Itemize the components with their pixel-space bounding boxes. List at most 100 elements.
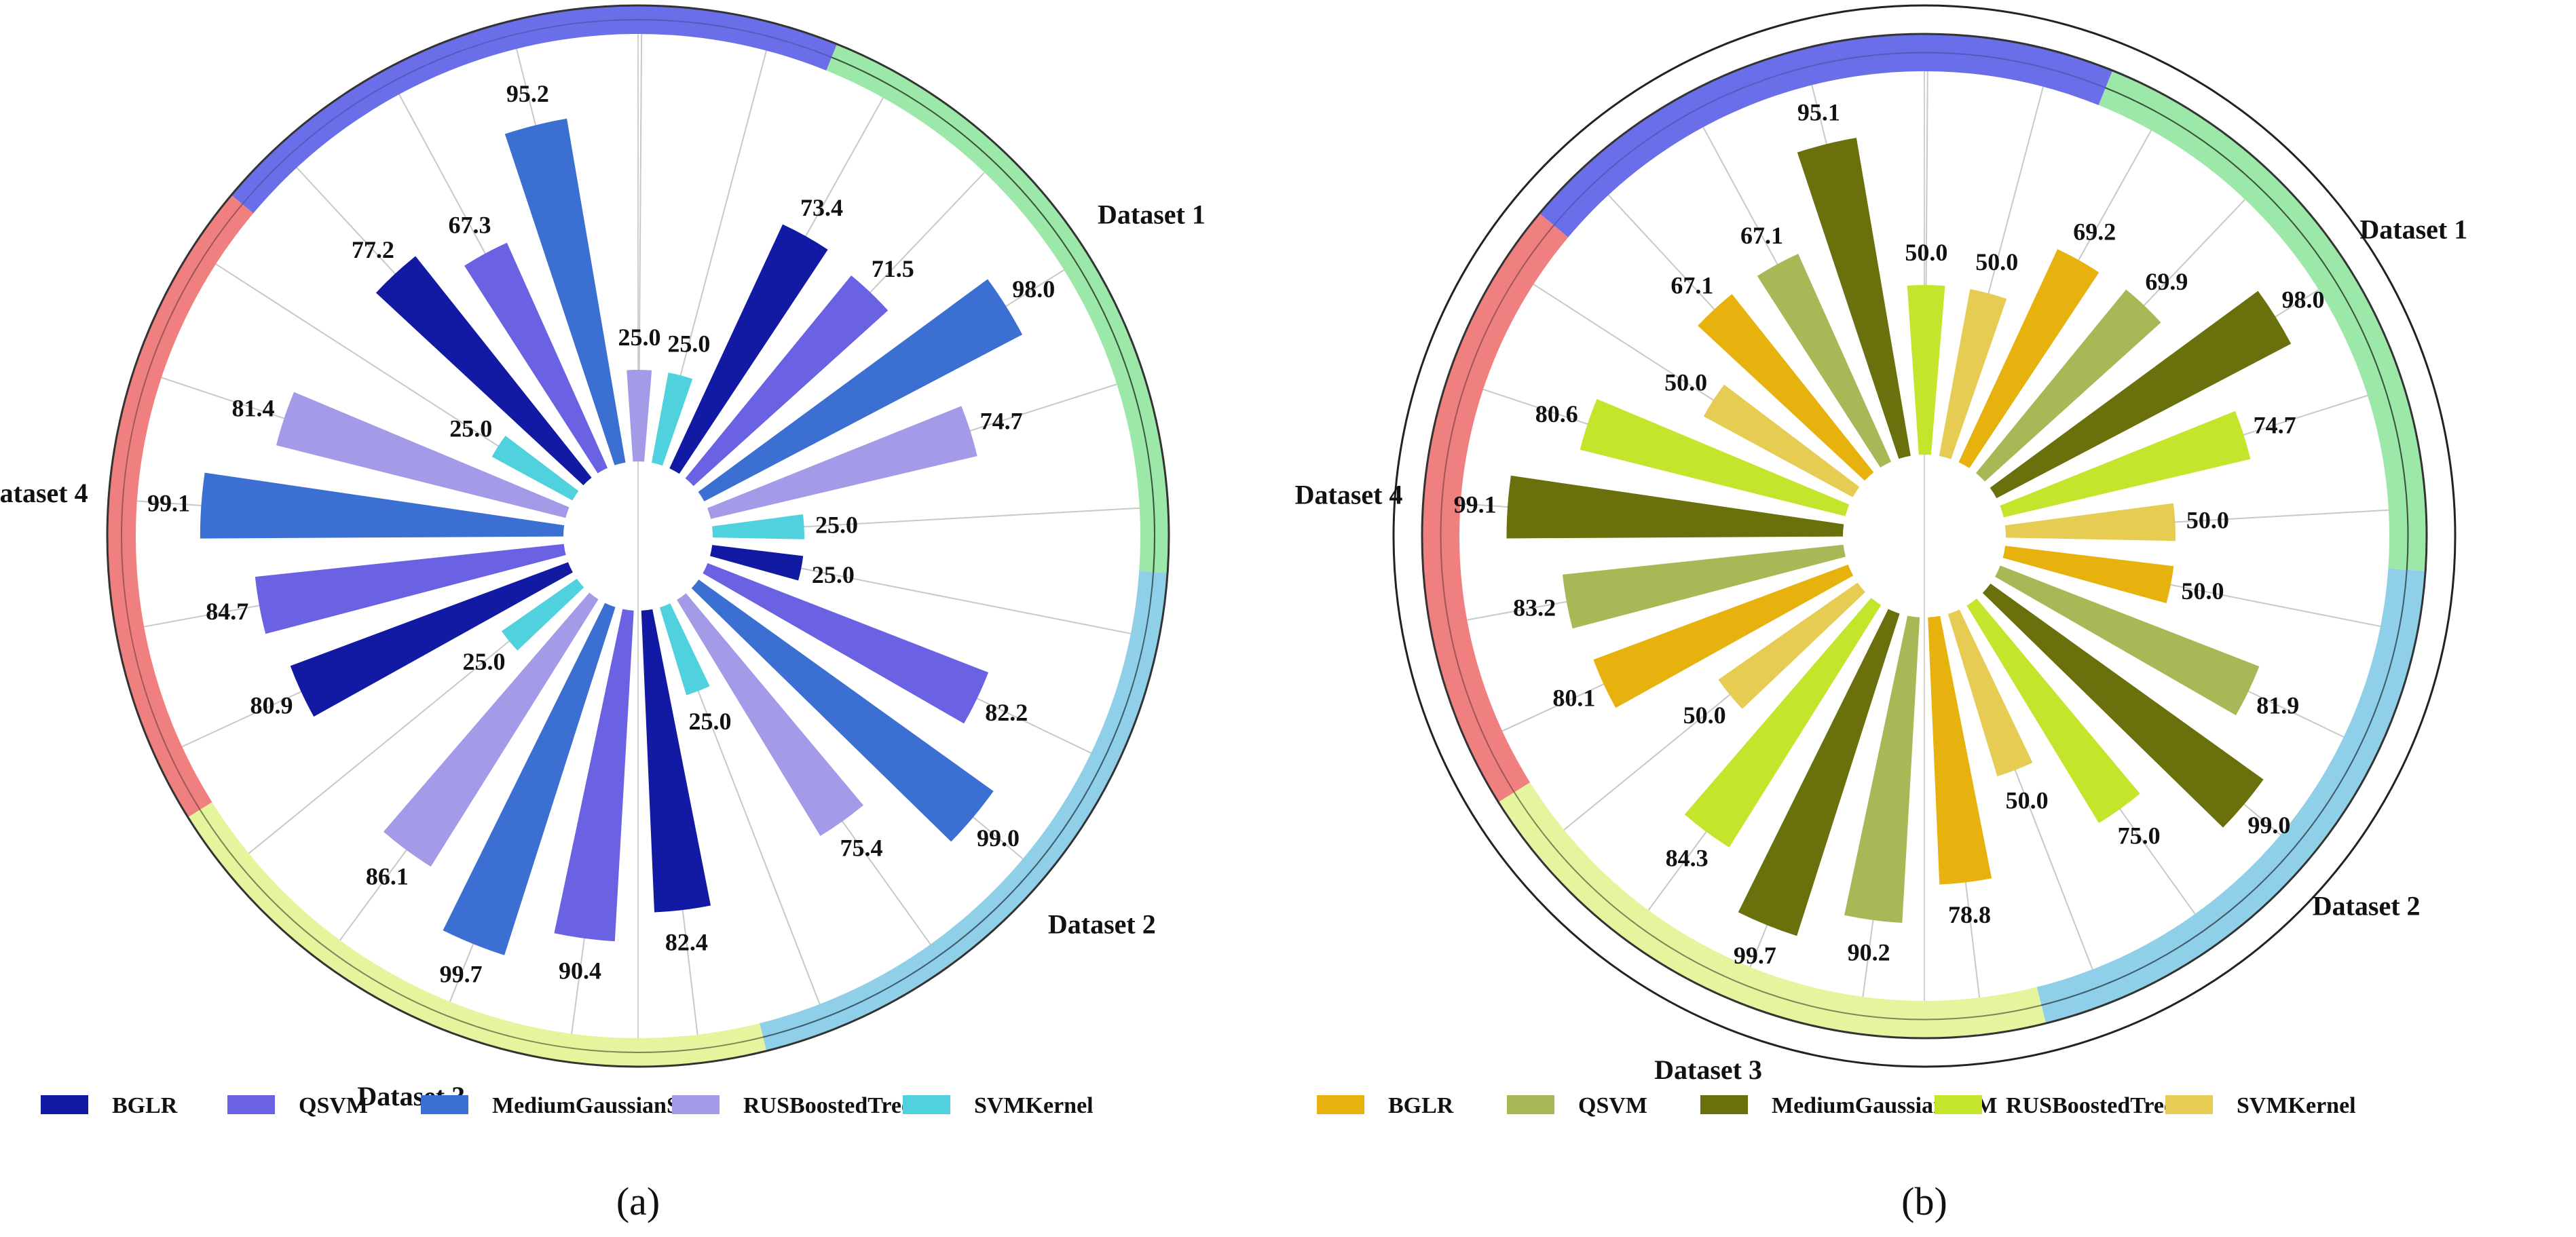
bar-mediumgaussiansvm-ds2 xyxy=(1982,583,2264,828)
value-label: 50.0 xyxy=(1975,248,2018,275)
value-label: 98.0 xyxy=(1012,275,1055,303)
bar-qsvm-ds2 xyxy=(1995,565,2260,716)
legend-label: RUSBoostedTrees xyxy=(2006,1093,2183,1118)
legend-label: QSVM xyxy=(1578,1093,1647,1118)
value-label: 83.2 xyxy=(1513,594,1556,621)
bar-rusboostedtrees-ds5 xyxy=(627,370,652,462)
legend-swatch xyxy=(41,1095,88,1114)
value-label: 50.0 xyxy=(2186,507,2229,534)
bar-qsvm-ds4 xyxy=(1563,544,1846,629)
value-label: 73.4 xyxy=(800,194,843,221)
value-label: 98.0 xyxy=(2282,286,2325,313)
value-label: 99.0 xyxy=(2247,812,2290,839)
panel-label-b: (b) xyxy=(1901,1179,1947,1223)
bar-mediumgaussiansvm-ds4 xyxy=(200,472,565,539)
value-label: 25.0 xyxy=(815,512,858,539)
bar-mediumgaussiansvm-ds4 xyxy=(1506,475,1844,539)
legend-swatch xyxy=(421,1095,468,1114)
bar-svmkernel-ds3 xyxy=(1718,582,1865,709)
bar-qsvm-ds1 xyxy=(1975,289,2161,482)
bar-qsvm-ds5 xyxy=(1757,254,1892,468)
bar-mediumgaussiansvm-ds5 xyxy=(1797,137,1911,459)
value-label: 84.7 xyxy=(206,598,248,625)
ring-edge xyxy=(106,4,1170,1068)
dataset-label: Dataset 2 xyxy=(2313,890,2421,921)
bar-mediumgaussiansvm-ds3 xyxy=(443,603,616,955)
value-label: 82.2 xyxy=(985,699,1028,726)
legend-label: BGLR xyxy=(112,1093,178,1118)
value-label: 25.0 xyxy=(688,708,731,735)
value-label: 82.4 xyxy=(665,929,708,956)
bar-bglr-ds3 xyxy=(1928,615,1992,885)
bar-qsvm-ds3 xyxy=(1844,615,1920,924)
value-label: 67.1 xyxy=(1670,272,1713,299)
ring-guide xyxy=(121,19,1155,1053)
value-label: 25.0 xyxy=(462,648,505,675)
legend-swatch xyxy=(672,1095,720,1114)
bar-bglr-ds3 xyxy=(641,609,711,913)
panel-label-a: (a) xyxy=(616,1179,660,1223)
value-label: 99.7 xyxy=(440,961,483,988)
bar-rusboostedtrees-ds4 xyxy=(276,392,570,518)
dataset-label: Dataset 4 xyxy=(0,478,88,508)
legend-label: SVMKernel xyxy=(2237,1093,2356,1118)
value-label: 71.5 xyxy=(872,255,914,282)
value-label: 50.0 xyxy=(2182,577,2224,605)
value-label: 81.9 xyxy=(2256,692,2299,719)
bar-bglr-ds2 xyxy=(2002,546,2174,604)
value-label: 67.1 xyxy=(1740,222,1783,249)
value-label: 50.0 xyxy=(1683,702,1726,729)
bar-rusboostedtrees-ds3 xyxy=(1684,597,1882,848)
legend-label: BGLR xyxy=(1388,1093,1454,1118)
bar-rusboostedtrees-ds2 xyxy=(677,593,863,836)
dataset-label: Dataset 1 xyxy=(1098,199,1206,229)
value-label: 25.0 xyxy=(667,330,710,358)
value-label: 90.4 xyxy=(559,957,601,984)
value-label: 99.1 xyxy=(147,490,190,517)
bar-qsvm-ds3 xyxy=(554,609,634,942)
group-ring-4 xyxy=(1422,213,1569,803)
value-label: 75.0 xyxy=(2118,822,2161,850)
ring-guide xyxy=(1440,52,2409,1021)
bar-svmkernel-ds1 xyxy=(712,514,804,539)
value-label: 77.2 xyxy=(352,236,394,263)
legend-swatch xyxy=(903,1095,950,1114)
outer-circle xyxy=(1392,4,2457,1068)
value-label: 99.1 xyxy=(1454,491,1497,518)
value-label: 50.0 xyxy=(1905,239,1947,266)
value-label: 74.7 xyxy=(2254,411,2296,438)
bar-qsvm-ds5 xyxy=(464,242,608,474)
value-label: 80.9 xyxy=(250,692,293,719)
bar-rusboostedtrees-ds4 xyxy=(1580,399,1850,516)
group-ring-3 xyxy=(1498,782,2047,1038)
bar-qsvm-ds2 xyxy=(703,563,989,724)
bar-rusboostedtrees-ds2 xyxy=(1966,598,2140,824)
dataset-label: Dataset 4 xyxy=(1295,480,1403,510)
value-label: 90.2 xyxy=(1848,939,1890,966)
legend: BGLR QSVM MediumGaussianSVM RUSBoostedTrees… xyxy=(41,1093,2356,1118)
legend-swatch xyxy=(1317,1095,1364,1114)
dataset-label: Dataset 2 xyxy=(1048,909,1156,939)
group-ring-5 xyxy=(231,5,837,214)
dataset-label: Dataset 1 xyxy=(2359,214,2467,245)
bar-svmkernel-ds4 xyxy=(1703,384,1860,497)
bar-svmkernel-ds5 xyxy=(1939,289,2007,459)
value-label: 75.4 xyxy=(840,835,882,862)
bar-mediumgaussiansvm-ds1 xyxy=(698,279,1023,501)
value-label: 50.0 xyxy=(1664,369,1707,396)
bar-bglr-ds2 xyxy=(709,545,804,581)
bar-svmkernel-ds3 xyxy=(502,578,584,651)
value-label: 25.0 xyxy=(449,415,492,442)
bar-rusboostedtrees-ds1 xyxy=(707,406,977,519)
group-ring-2 xyxy=(2036,568,2426,1024)
value-label: 81.4 xyxy=(231,394,274,421)
bar-svmkernel-ds2 xyxy=(659,603,710,696)
bar-rusboostedtrees-ds5 xyxy=(1907,285,1945,455)
bar-mediumgaussiansvm-ds3 xyxy=(1738,609,1900,936)
ring-edge xyxy=(1421,33,2428,1040)
legend-label: QSVM xyxy=(299,1093,368,1118)
value-label: 86.1 xyxy=(366,862,409,890)
